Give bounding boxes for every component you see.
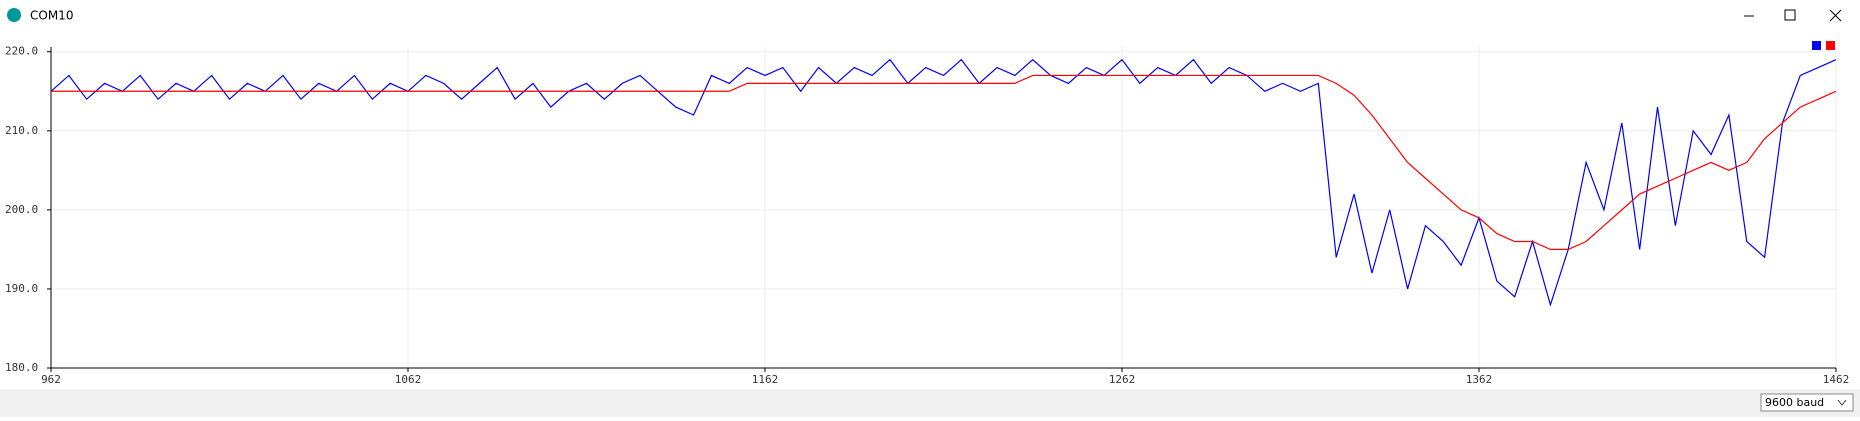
legend-swatch xyxy=(1826,41,1835,50)
x-tick-label: 1062 xyxy=(395,373,422,386)
y-tick-label: 220.0 xyxy=(5,45,38,58)
app-icon xyxy=(7,8,21,22)
window-title: COM10 xyxy=(30,9,73,23)
y-tick-label: 190.0 xyxy=(5,282,38,295)
plot: 180.0 190.0 200.0 210.0 220.0 962 1062 1162 1262… xyxy=(5,41,1849,386)
maximize-button[interactable] xyxy=(1784,9,1796,21)
y-tick-label: 200.0 xyxy=(5,203,38,216)
status-bar xyxy=(0,389,1860,417)
y-tick-label: 180.0 xyxy=(5,361,38,374)
close-button[interactable] xyxy=(1829,9,1842,22)
x-tick-label: 1162 xyxy=(752,373,779,386)
x-tick-label: 1262 xyxy=(1109,373,1136,386)
series-line xyxy=(51,74,1837,250)
x-tick-label: 962 xyxy=(41,373,61,386)
title-bar xyxy=(0,0,1860,30)
dropdown-arrow xyxy=(1837,399,1847,406)
x-tick-label: 1362 xyxy=(1466,373,1493,386)
x-tick-label: 1462 xyxy=(1823,373,1850,386)
legend-swatch xyxy=(1812,41,1821,50)
baud-label: 9600 baud xyxy=(1765,396,1824,409)
baud-select[interactable] xyxy=(1760,393,1854,412)
y-tick-label: 210.0 xyxy=(5,124,38,137)
series-line xyxy=(50,58,1837,307)
